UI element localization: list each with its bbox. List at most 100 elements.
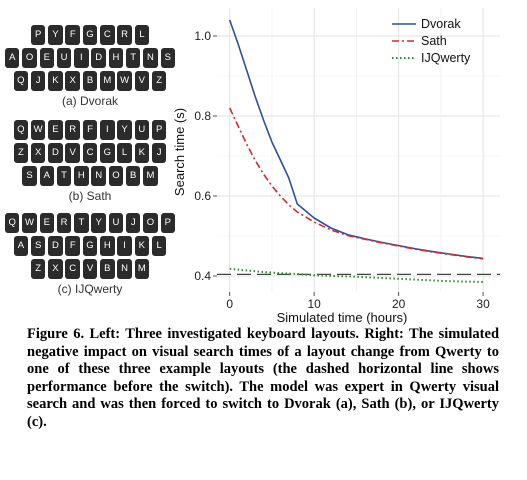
key-m: M — [100, 71, 115, 91]
key-y: Y — [48, 25, 63, 45]
legend-label-ijqwerty: IJQwerty — [421, 51, 471, 65]
key-s: S — [30, 236, 46, 256]
key-o: O — [22, 48, 37, 68]
figure-caption-text: Left: Three investigated keyboard layout… — [27, 326, 500, 430]
key-g: G — [100, 143, 115, 163]
search-time-chart: 0.4 0.6 0.8 1.0 0 10 20 30 Dvorak Sath IJQwerty S… — [172, 8, 500, 325]
y-tick-label: 1.0 — [194, 29, 211, 43]
series-line-dvorak — [228, 19, 484, 260]
y-axis-title: Search time (s) — [172, 108, 187, 196]
keyboard-caption-sath: (b) Sath — [68, 189, 112, 203]
y-tick-label: 0.6 — [194, 189, 211, 203]
key-f: F — [82, 120, 98, 140]
key-x: X — [30, 143, 46, 163]
key-s: S — [160, 48, 176, 68]
key-e: E — [39, 48, 55, 68]
x-tick-label: 10 — [307, 297, 321, 311]
key-h: H — [108, 48, 124, 68]
key-b: B — [100, 259, 115, 279]
key-h: H — [100, 236, 115, 256]
key-j: J — [125, 213, 141, 233]
key-z: Z — [151, 71, 167, 91]
key-u: U — [56, 48, 72, 68]
key-t: T — [74, 213, 89, 233]
key-b: B — [125, 166, 141, 186]
key-p: P — [151, 120, 167, 140]
legend: Dvorak Sath IJQwerty — [392, 17, 471, 65]
x-tick-label: 20 — [392, 297, 406, 311]
legend-label-dvorak: Dvorak — [421, 17, 461, 31]
y-tick-label: 0.8 — [194, 109, 211, 123]
key-d: D — [91, 48, 106, 68]
key-c: C — [65, 259, 80, 279]
key-a: A — [4, 48, 20, 68]
key-s: S — [22, 166, 37, 186]
key-d: D — [48, 236, 63, 256]
key-i: I — [100, 120, 115, 140]
keyboard-caption-ijqwerty: (c) IJQwerty — [57, 282, 123, 296]
key-d: D — [48, 143, 63, 163]
key-y: Y — [117, 120, 132, 140]
key-g: G — [82, 25, 98, 45]
key-g: G — [82, 236, 98, 256]
keyboard-caption-dvorak: (a) Dvorak — [61, 94, 118, 108]
figure-caption: Figure 6. Left: Three investigated keybo… — [27, 326, 499, 431]
x-tick-label: 0 — [226, 297, 233, 311]
key-y: Y — [91, 213, 106, 233]
legend-label-sath: Sath — [421, 34, 447, 48]
key-n: N — [143, 48, 158, 68]
y-tick-label: 0.4 — [194, 269, 211, 283]
key-k: K — [48, 71, 63, 91]
plot-panel — [217, 8, 500, 292]
key-k: K — [134, 143, 150, 163]
key-l: L — [151, 236, 167, 256]
key-w: W — [22, 213, 37, 233]
x-tick-label: 30 — [476, 297, 490, 311]
x-axis-title: Simulated time (hours) — [277, 310, 408, 325]
key-e: E — [39, 213, 55, 233]
key-w: W — [30, 120, 46, 140]
key-o: O — [108, 166, 124, 186]
key-r: R — [117, 25, 132, 45]
key-p: P — [30, 25, 46, 45]
grid — [217, 8, 500, 292]
key-f: F — [65, 25, 80, 45]
key-x: X — [48, 259, 63, 279]
key-t: T — [56, 166, 72, 186]
figure-label: Figure 6. — [27, 326, 85, 342]
key-q: Q — [13, 71, 29, 91]
key-z: Z — [30, 259, 46, 279]
key-o: O — [143, 213, 158, 233]
key-a: A — [39, 166, 55, 186]
tick-layer: 0.4 0.6 0.8 1.0 0 10 20 30 — [194, 29, 490, 311]
key-e: E — [48, 120, 63, 140]
key-m: M — [143, 166, 158, 186]
key-l: L — [117, 143, 132, 163]
key-c: C — [100, 25, 115, 45]
key-n: N — [117, 259, 132, 279]
key-a: A — [13, 236, 29, 256]
key-p: P — [160, 213, 176, 233]
key-w: W — [117, 71, 132, 91]
key-r: R — [65, 120, 80, 140]
key-i: I — [74, 48, 89, 68]
key-j: J — [151, 143, 167, 163]
key-z: Z — [13, 143, 29, 163]
key-q: Q — [4, 213, 20, 233]
key-t: T — [125, 48, 141, 68]
key-v: V — [82, 259, 98, 279]
key-v: V — [65, 143, 80, 163]
